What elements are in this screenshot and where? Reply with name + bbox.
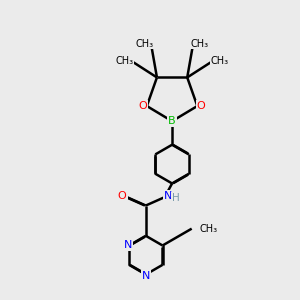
- Text: N: N: [164, 191, 173, 201]
- Text: CH₃: CH₃: [136, 39, 154, 49]
- Text: CH₃: CH₃: [211, 56, 229, 66]
- Text: CH₃: CH₃: [116, 56, 134, 66]
- Text: O: O: [139, 101, 147, 111]
- Text: H: H: [172, 193, 179, 203]
- Text: O: O: [118, 191, 127, 201]
- Text: N: N: [124, 241, 132, 250]
- Text: B: B: [168, 116, 176, 126]
- Text: O: O: [197, 101, 206, 111]
- Text: CH₃: CH₃: [199, 224, 217, 234]
- Text: N: N: [142, 271, 150, 281]
- Text: CH₃: CH₃: [190, 39, 209, 49]
